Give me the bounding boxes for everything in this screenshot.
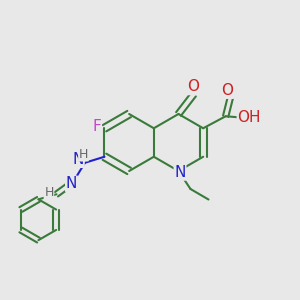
- Text: O: O: [221, 83, 233, 98]
- Text: H: H: [44, 186, 54, 199]
- Text: N: N: [73, 152, 84, 167]
- Text: N: N: [174, 165, 186, 180]
- Text: F: F: [93, 119, 101, 134]
- Text: N: N: [66, 176, 77, 191]
- Text: OH: OH: [237, 110, 261, 125]
- Text: O: O: [188, 80, 200, 94]
- Text: H: H: [79, 148, 88, 161]
